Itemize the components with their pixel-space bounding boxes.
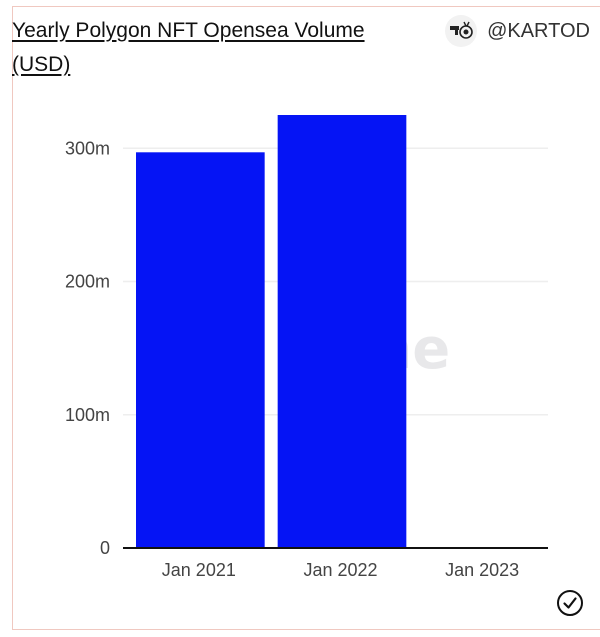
author-avatar xyxy=(445,15,478,47)
bar xyxy=(136,152,265,548)
check-circle-icon[interactable] xyxy=(556,589,584,617)
y-tick-label: 0 xyxy=(100,538,110,558)
y-tick-label: 100m xyxy=(65,405,110,425)
pistol-robot-icon xyxy=(450,21,473,39)
y-tick-label: 200m xyxy=(65,272,110,292)
y-tick-label: 300m xyxy=(65,138,110,158)
x-tick-label: Jan 2021 xyxy=(162,560,236,580)
bar xyxy=(277,115,407,548)
x-tick-label: Jan 2022 xyxy=(303,560,377,580)
chart-title[interactable]: Yearly Polygon NFT Opensea Volume (USD) xyxy=(12,19,365,76)
author-handle: @KARTOD xyxy=(487,19,590,42)
x-tick-label: Jan 2023 xyxy=(445,560,519,580)
author-badge[interactable]: @KARTOD xyxy=(445,14,590,48)
